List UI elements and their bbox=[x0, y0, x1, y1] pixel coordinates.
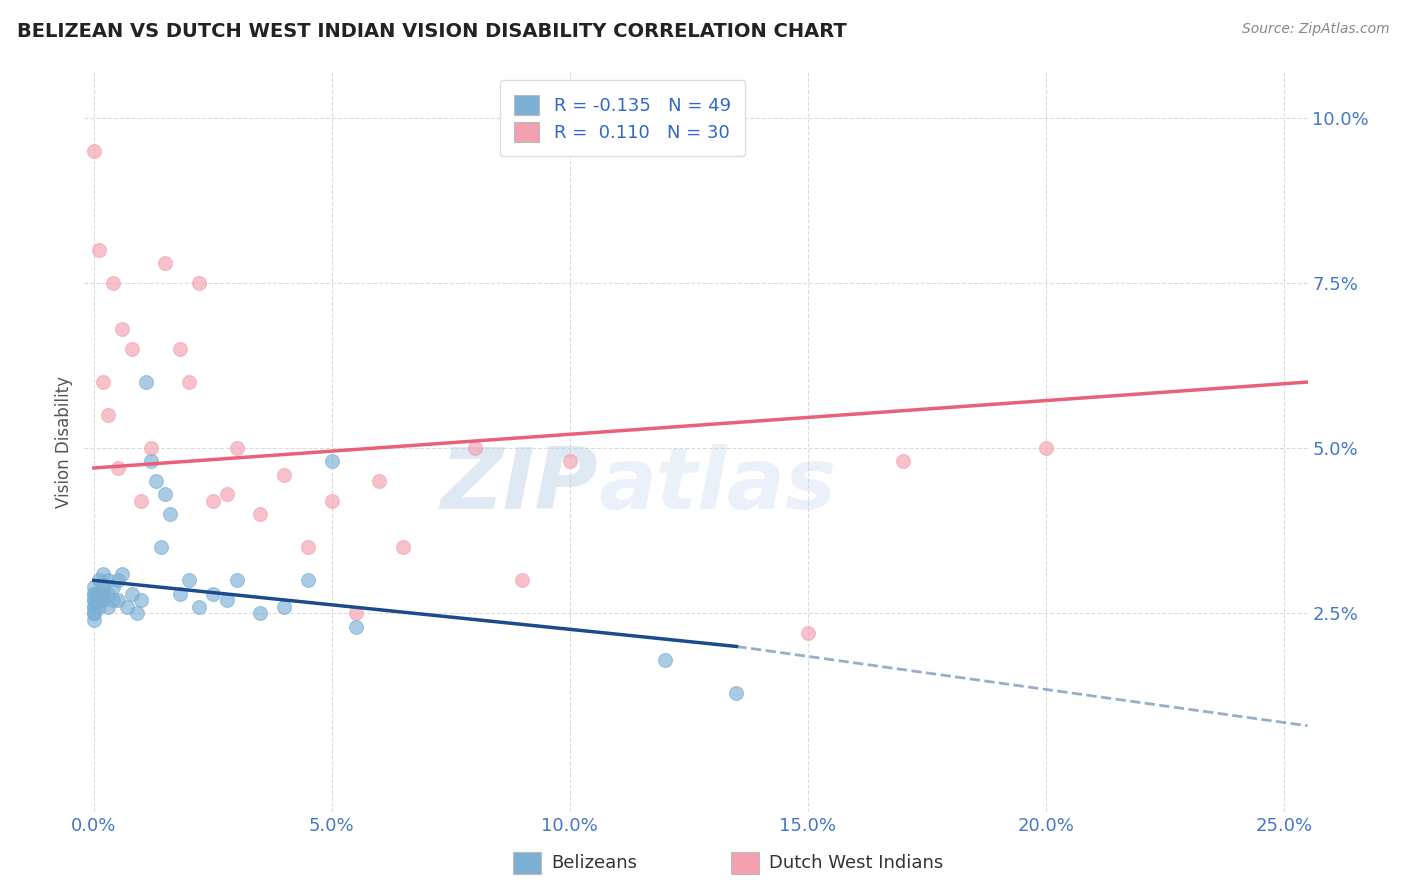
Point bbox=[225, 574, 247, 588]
Point bbox=[131, 494, 153, 508]
Point bbox=[107, 593, 129, 607]
Point bbox=[297, 541, 319, 555]
Point bbox=[107, 574, 129, 588]
Point bbox=[797, 626, 820, 640]
Point bbox=[344, 620, 367, 634]
Point bbox=[83, 607, 105, 621]
Point bbox=[87, 599, 110, 614]
Point bbox=[83, 580, 105, 594]
Point bbox=[464, 441, 486, 455]
Point bbox=[510, 574, 533, 588]
Point bbox=[201, 586, 224, 600]
Legend: R = -0.135   N = 49, R =  0.110   N = 30: R = -0.135 N = 49, R = 0.110 N = 30 bbox=[499, 80, 745, 156]
Point bbox=[392, 541, 415, 555]
Point bbox=[145, 474, 167, 488]
Text: atlas: atlas bbox=[598, 444, 837, 527]
Point bbox=[115, 599, 138, 614]
Point bbox=[654, 653, 676, 667]
Point bbox=[125, 607, 148, 621]
Point bbox=[101, 580, 124, 594]
Point bbox=[93, 586, 115, 600]
Point bbox=[87, 574, 110, 588]
Point bbox=[101, 593, 124, 607]
Point bbox=[97, 599, 120, 614]
Point bbox=[273, 467, 295, 482]
Point bbox=[297, 574, 319, 588]
Point bbox=[93, 566, 115, 581]
Point bbox=[97, 574, 120, 588]
Point bbox=[87, 586, 110, 600]
Point bbox=[83, 613, 105, 627]
Y-axis label: Vision Disability: Vision Disability bbox=[55, 376, 73, 508]
Text: ZIP: ZIP bbox=[440, 444, 598, 527]
Point bbox=[249, 607, 271, 621]
Point bbox=[1035, 441, 1057, 455]
Point bbox=[83, 599, 105, 614]
Point bbox=[83, 607, 105, 621]
Point bbox=[139, 441, 162, 455]
Point bbox=[321, 454, 343, 468]
Point bbox=[201, 494, 224, 508]
Point bbox=[177, 375, 200, 389]
Point bbox=[155, 256, 177, 270]
Point bbox=[83, 593, 105, 607]
Point bbox=[83, 599, 105, 614]
Point bbox=[217, 487, 239, 501]
Point bbox=[87, 243, 110, 257]
Point bbox=[93, 593, 115, 607]
Point bbox=[83, 586, 105, 600]
Point bbox=[83, 593, 105, 607]
Point bbox=[121, 342, 143, 356]
Point bbox=[159, 508, 181, 522]
Point bbox=[97, 586, 120, 600]
Point bbox=[97, 408, 120, 422]
Point bbox=[558, 454, 581, 468]
Point bbox=[139, 454, 162, 468]
Point bbox=[891, 454, 914, 468]
Point bbox=[101, 276, 124, 290]
Point bbox=[131, 593, 153, 607]
Point bbox=[83, 586, 105, 600]
Point bbox=[169, 342, 191, 356]
Point bbox=[177, 574, 200, 588]
Point bbox=[217, 593, 239, 607]
Point bbox=[187, 276, 209, 290]
Point bbox=[225, 441, 247, 455]
Point bbox=[155, 487, 177, 501]
Text: Dutch West Indians: Dutch West Indians bbox=[769, 855, 943, 872]
Point bbox=[121, 586, 143, 600]
Point bbox=[725, 686, 748, 700]
Point bbox=[83, 144, 105, 158]
Text: Belizeans: Belizeans bbox=[551, 855, 637, 872]
Point bbox=[87, 593, 110, 607]
Point bbox=[135, 375, 157, 389]
Point bbox=[111, 566, 134, 581]
Point bbox=[93, 580, 115, 594]
Point bbox=[187, 599, 209, 614]
Point bbox=[169, 586, 191, 600]
Point bbox=[249, 508, 271, 522]
Point bbox=[111, 322, 134, 336]
Point bbox=[273, 599, 295, 614]
Point bbox=[93, 375, 115, 389]
Point bbox=[149, 541, 172, 555]
Point bbox=[344, 607, 367, 621]
Point bbox=[368, 474, 391, 488]
Text: BELIZEAN VS DUTCH WEST INDIAN VISION DISABILITY CORRELATION CHART: BELIZEAN VS DUTCH WEST INDIAN VISION DIS… bbox=[17, 22, 846, 41]
Point bbox=[321, 494, 343, 508]
Point bbox=[107, 461, 129, 475]
Text: Source: ZipAtlas.com: Source: ZipAtlas.com bbox=[1241, 22, 1389, 37]
